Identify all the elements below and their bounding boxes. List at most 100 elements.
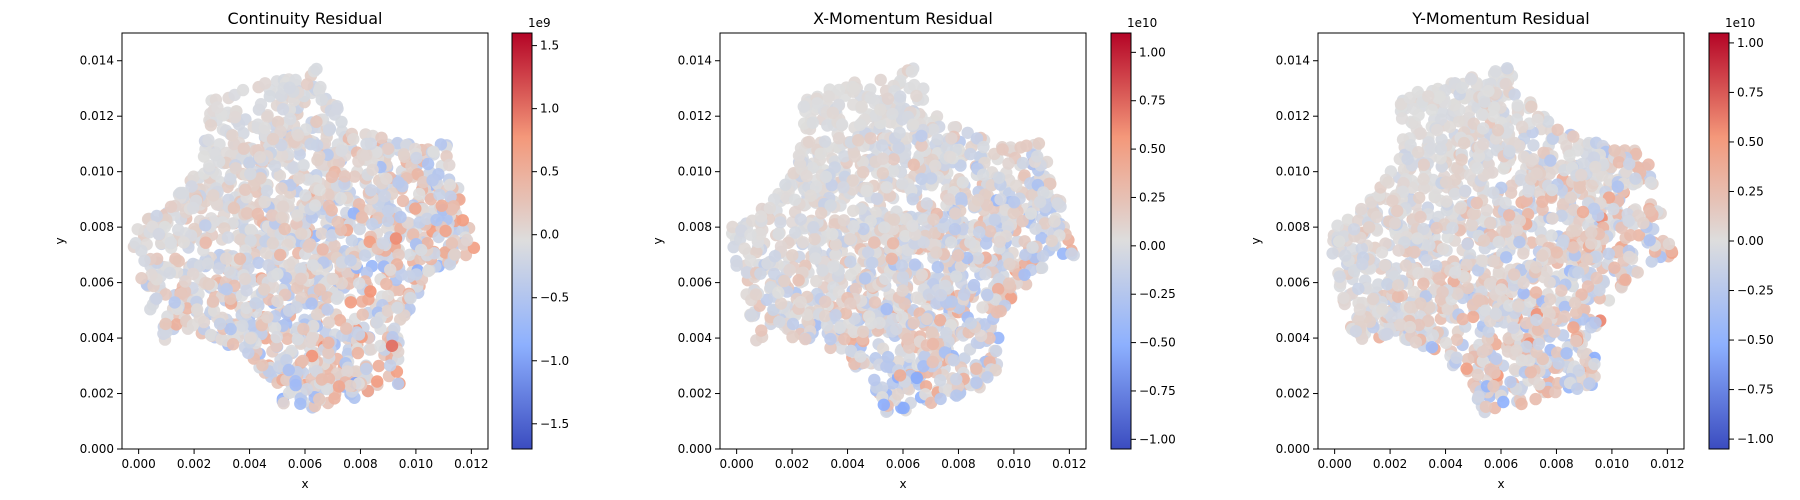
scatter-point: [807, 221, 820, 234]
scatter-point: [1624, 229, 1637, 242]
scatter-point: [1645, 255, 1658, 268]
scatter-point: [294, 272, 308, 285]
scatter-point: [1541, 115, 1555, 128]
scatter-point: [179, 275, 192, 288]
scatter-point: [895, 310, 909, 324]
scatter-point: [1477, 137, 1490, 151]
scatter-point: [948, 223, 962, 236]
x-tick-label: 0.004: [232, 457, 266, 471]
scatter-point: [797, 100, 810, 113]
scatter-point: [289, 378, 302, 392]
scatter-point: [849, 282, 862, 296]
scatter-point: [240, 284, 253, 297]
scatter-point: [1524, 366, 1538, 379]
scatter-point: [1564, 191, 1578, 204]
scatter-point: [977, 140, 990, 154]
scatter-point: [1532, 337, 1546, 351]
scatter-point: [1637, 216, 1650, 230]
scatter-point: [1403, 91, 1417, 105]
scatter-point: [1391, 290, 1405, 303]
scatter-point: [1388, 217, 1402, 230]
scatter-point: [868, 236, 881, 249]
scatter-point: [976, 301, 989, 314]
scatter-point: [433, 188, 446, 202]
scatter-point: [1499, 77, 1513, 91]
colorbar: −1.00−0.75−0.50−0.250.000.250.500.751.00…: [1708, 16, 1774, 450]
scatter-point: [1031, 150, 1044, 163]
scatter-point: [1417, 222, 1430, 236]
scatter-point: [937, 220, 950, 234]
scatter-point: [1644, 176, 1658, 189]
x-tick-label: 0.004: [1428, 457, 1462, 471]
scatter-point: [1417, 173, 1430, 186]
scatter-point: [826, 228, 839, 241]
scatter-point: [1479, 400, 1493, 413]
scatter-point: [1394, 97, 1408, 111]
scatter-point: [1432, 272, 1446, 285]
scatter-point: [881, 92, 895, 105]
scatter-point: [877, 398, 890, 411]
scatter-point: [847, 204, 860, 217]
scatter-point: [207, 189, 220, 202]
scatter-point: [740, 266, 754, 279]
scatter-point: [915, 139, 928, 152]
scatter-point: [268, 321, 282, 334]
scatter-point: [887, 153, 900, 166]
scatter-point: [287, 161, 300, 174]
scatter-point: [1036, 249, 1050, 263]
y-tick-label: 0.000: [678, 442, 712, 456]
colorbar-tick-label: −0.5: [540, 291, 569, 305]
scatter-point: [227, 201, 241, 215]
scatter-point: [460, 234, 474, 247]
y-tick-label: 0.014: [80, 54, 114, 68]
scatter-point: [1417, 277, 1430, 290]
scatter-point: [814, 147, 827, 160]
scatter-point: [381, 289, 395, 303]
scatter-point: [138, 254, 151, 267]
scatter-point: [1339, 249, 1352, 262]
scatter-point: [808, 232, 821, 246]
scatter-point: [1503, 144, 1516, 158]
scatter-point: [322, 336, 335, 349]
scatter-point: [868, 373, 881, 387]
scatter-point: [864, 91, 877, 104]
scatter-point: [1514, 173, 1528, 187]
scatter-point: [1337, 291, 1350, 305]
scatter-point: [925, 326, 939, 339]
scatter-point: [444, 190, 457, 203]
scatter-point: [839, 307, 853, 320]
scatter-point: [1499, 196, 1512, 210]
scatter-point: [864, 215, 877, 228]
scatter-point: [223, 266, 237, 279]
scatter-point: [1543, 167, 1556, 180]
scatter-point: [1472, 390, 1485, 403]
scatter-point: [1489, 307, 1503, 320]
scatter-point: [144, 303, 157, 316]
scatter-point: [258, 77, 272, 90]
scatter-point: [1016, 214, 1029, 228]
scatter-point: [255, 327, 268, 341]
scatter-point: [1643, 204, 1657, 217]
colorbar-tick-label: −0.50: [1737, 333, 1774, 347]
colorbar-gradient: [1708, 32, 1730, 450]
scatter-point: [994, 304, 1007, 318]
x-tick-label: 0.012: [1650, 457, 1684, 471]
scatter-point: [1543, 307, 1556, 321]
scatter-point: [1545, 183, 1559, 197]
scatter-point: [786, 249, 799, 262]
scatter-point: [358, 249, 372, 262]
colorbar-tick-label: 0.0: [540, 228, 559, 242]
scatter-point: [1576, 346, 1590, 360]
scatter-point: [239, 113, 252, 126]
scatter-point: [866, 256, 879, 270]
scatter-point: [826, 106, 839, 120]
scatter-point: [305, 297, 318, 310]
scatter-point: [1434, 143, 1448, 156]
scatter-point: [989, 344, 1003, 358]
scatter-point: [857, 166, 870, 179]
scatter-point: [376, 237, 390, 250]
scatter-point: [1642, 158, 1655, 171]
x-tick-label: 0.006: [886, 457, 920, 471]
scatter-point: [273, 169, 287, 182]
scatter-point: [895, 259, 909, 272]
